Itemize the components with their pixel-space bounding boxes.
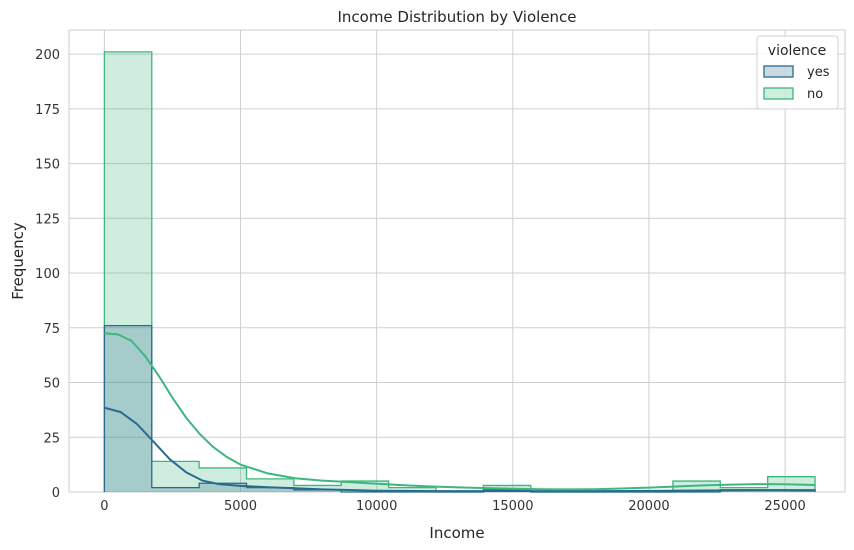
- legend-title: violence: [768, 43, 826, 59]
- y-tick-label-5: 125: [35, 212, 60, 227]
- bar-no-2: [199, 467, 247, 492]
- y-axis-ticks: 0 25 50 75 100 125 150 175 200: [35, 48, 60, 501]
- x-tick-label-2: 10000: [356, 499, 397, 514]
- x-axis-ticks: 0 5000 10000 15000 20000 25000: [100, 499, 806, 514]
- plot-area: [68, 29, 846, 493]
- bar-yes-1: [151, 487, 200, 492]
- legend-box: [756, 35, 839, 110]
- legend-label-yes: yes: [807, 65, 830, 80]
- legend: violence yes no: [756, 35, 839, 110]
- bar-no-5: [341, 481, 389, 492]
- y-tick-label-2: 50: [43, 377, 60, 392]
- y-tick-label-3: 75: [43, 322, 60, 337]
- step-outline-yes: [103, 324, 816, 493]
- x-tick-label-3: 15000: [492, 499, 533, 514]
- legend-label-no: no: [807, 87, 823, 102]
- y-tick-label-4: 100: [35, 267, 60, 282]
- x-axis-label: Income: [429, 524, 484, 542]
- chart-title: Income Distribution by Violence: [337, 8, 576, 26]
- x-tick-label-0: 0: [100, 499, 108, 514]
- bar-no-1: [151, 461, 200, 492]
- y-tick-label-0: 0: [52, 486, 60, 501]
- series-no: [103, 51, 816, 493]
- x-tick-label-4: 20000: [628, 499, 669, 514]
- kde-curves: [104, 332, 816, 493]
- step-outline-no: [103, 51, 816, 493]
- y-tick-label-7: 175: [35, 103, 60, 118]
- y-tick-label-6: 150: [35, 158, 60, 173]
- bar-yes-3: [246, 487, 294, 492]
- x-tick-label-1: 5000: [224, 499, 257, 514]
- y-tick-label-8: 200: [35, 48, 60, 63]
- y-tick-label-1: 25: [43, 431, 60, 446]
- y-axis-label: Frequency: [9, 222, 27, 300]
- bar-yes-2: [199, 483, 247, 492]
- bar-no-6: [388, 487, 437, 492]
- legend-swatch-no: [763, 87, 794, 100]
- histogram-bars: [103, 51, 816, 493]
- kde-line-no: [104, 332, 816, 491]
- x-tick-label-5: 25000: [764, 499, 805, 514]
- kde-line-yes: [104, 406, 816, 493]
- bar-yes-4: [293, 489, 342, 492]
- legend-swatch-yes: [763, 65, 794, 78]
